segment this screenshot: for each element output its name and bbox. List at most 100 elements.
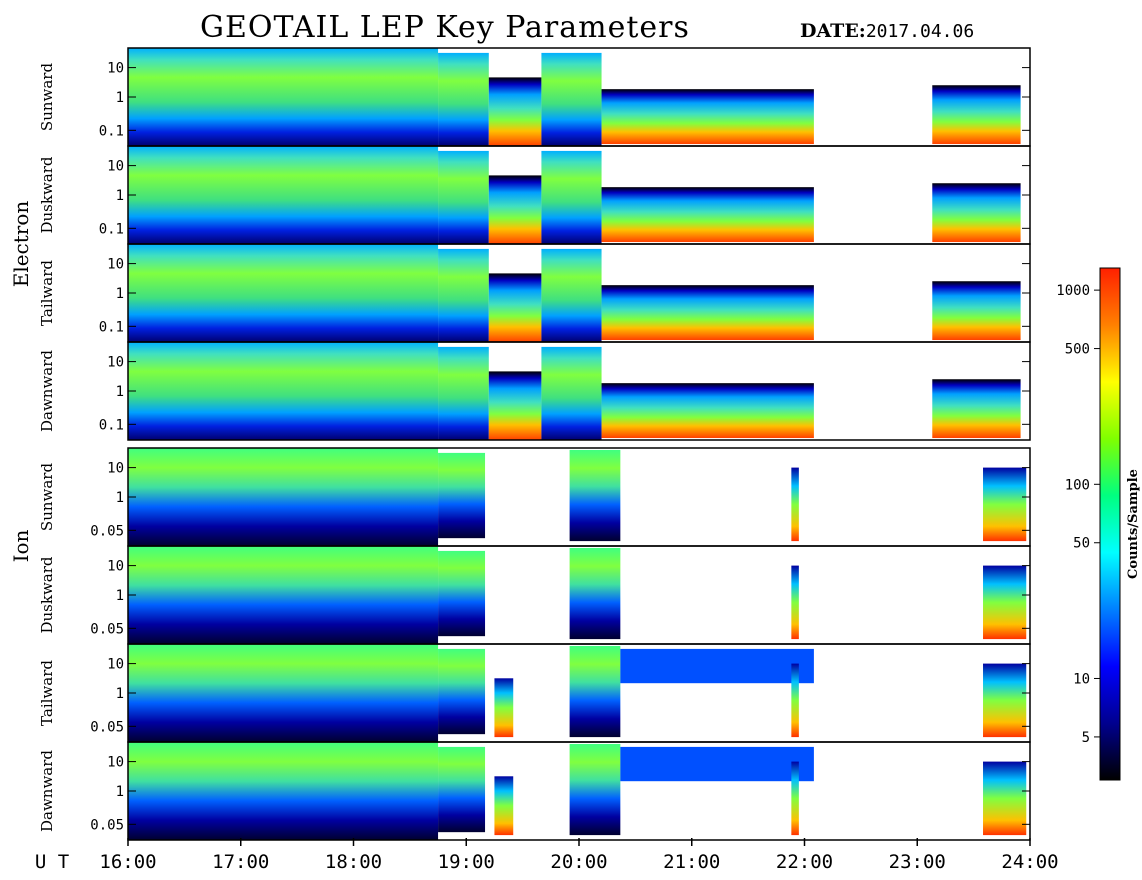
ion-spectrum <box>128 644 439 742</box>
x-tick-label: 23:00 <box>889 851 946 873</box>
ion-spectrum <box>438 550 486 637</box>
electron-spectrum <box>128 244 439 342</box>
y-tick-label: 0.05 <box>90 621 124 637</box>
ion-spectrum <box>569 645 621 738</box>
electron-spectrum <box>438 150 489 244</box>
x-tick-label: 22:00 <box>776 851 833 873</box>
electron-spectrum <box>932 183 1021 243</box>
electron-spectrum <box>128 48 439 146</box>
ion-spectrum <box>983 663 1027 738</box>
panel-direction-label: Dawnward <box>38 750 56 832</box>
colorbar <box>1099 267 1121 781</box>
y-tick-label: 0.1 <box>99 123 124 139</box>
y-tick-label: 0.05 <box>90 523 124 539</box>
electron-spectrum <box>438 248 489 342</box>
y-tick-label: 0.05 <box>90 719 124 735</box>
x-tick-label: 18:00 <box>325 851 382 873</box>
ion-spectrum <box>128 546 439 644</box>
ion-spectrum <box>438 648 486 735</box>
electron-spectrum <box>932 85 1021 145</box>
y-tick-label: 1 <box>116 384 124 400</box>
y-tick-label: 0.1 <box>99 221 124 237</box>
ion-spectrum <box>620 648 814 684</box>
ion-spectrum <box>620 746 814 782</box>
electron-spectrum <box>488 77 542 146</box>
colorbar-tick-label: 1000 <box>1056 283 1090 299</box>
chart-title: GEOTAIL LEP Key Parameters <box>200 10 690 45</box>
ion-spectrum <box>494 678 514 738</box>
date-value: 2017.04.06 <box>865 21 975 42</box>
y-tick-label: 1 <box>116 784 124 800</box>
electron-spectrum <box>541 52 602 146</box>
x-tick-label: 16:00 <box>99 851 156 873</box>
y-tick-label: 10 <box>107 657 124 673</box>
ion-spectrum <box>791 467 799 542</box>
panel-direction-label: Duskward <box>38 156 56 233</box>
colorbar-tick-label: 500 <box>1065 342 1090 358</box>
panel-direction-label: Sunward <box>38 63 56 132</box>
ion-spectrum <box>983 761 1027 836</box>
date-readout: DATE:2017.04.06 <box>800 20 974 42</box>
ion-spectrum <box>569 547 621 640</box>
electron-spectrum <box>541 248 602 342</box>
ion-spectrum <box>128 448 439 546</box>
y-tick-label: 10 <box>107 755 124 771</box>
group-label: Ion <box>9 529 33 562</box>
electron-spectrum <box>601 285 814 341</box>
y-tick-label: 0.05 <box>90 817 124 833</box>
y-tick-label: 0.1 <box>99 319 124 335</box>
group-label: Electron <box>9 201 33 288</box>
electron-spectrum <box>488 371 542 440</box>
y-tick-label: 10 <box>107 61 124 77</box>
electron-spectrum <box>541 150 602 244</box>
ion-spectrum <box>983 565 1027 640</box>
ion-spectrum <box>438 452 486 539</box>
ion-spectrum <box>569 449 621 542</box>
ion-spectrum <box>983 467 1027 542</box>
y-tick-label: 10 <box>107 559 124 575</box>
panel-direction-label: Sunward <box>38 463 56 532</box>
colorbar-tick-label: 10 <box>1073 671 1090 687</box>
ion-spectrum <box>791 565 799 640</box>
y-tick-label: 1 <box>116 588 124 604</box>
y-tick-label: 1 <box>116 188 124 204</box>
y-tick-label: 1 <box>116 286 124 302</box>
x-axis-label: U T <box>35 851 69 873</box>
x-tick-label: 21:00 <box>663 851 720 873</box>
x-tick-label: 20:00 <box>550 851 607 873</box>
ion-spectrum <box>128 742 439 840</box>
colorbar-tick-label: 5 <box>1082 730 1090 746</box>
electron-spectrum <box>128 342 439 440</box>
ion-spectrum <box>494 776 514 836</box>
panel-direction-label: Duskward <box>38 556 56 633</box>
colorbar-tick-label: 50 <box>1073 536 1090 552</box>
y-tick-label: 0.1 <box>99 417 124 433</box>
y-tick-label: 1 <box>116 686 124 702</box>
electron-spectrum <box>601 89 814 145</box>
ion-spectrum <box>569 743 621 836</box>
y-tick-label: 10 <box>107 355 124 371</box>
y-tick-label: 1 <box>116 90 124 106</box>
electron-spectrum <box>541 346 602 440</box>
colorbar-label: Counts/Sample <box>1126 469 1141 579</box>
panel-direction-label: Tailward <box>38 260 56 326</box>
date-label: DATE: <box>800 20 866 42</box>
electron-spectrum <box>932 379 1021 439</box>
x-tick-label: 19:00 <box>438 851 495 873</box>
electron-spectrum <box>601 187 814 243</box>
y-tick-label: 10 <box>107 159 124 175</box>
ion-spectrum <box>438 746 486 833</box>
electron-spectrum <box>438 346 489 440</box>
y-tick-label: 1 <box>116 490 124 506</box>
electron-spectrum <box>932 281 1021 341</box>
colorbar-tick-label: 100 <box>1065 477 1090 493</box>
electron-spectrum <box>438 52 489 146</box>
electron-spectrum <box>488 273 542 342</box>
x-tick-label: 17:00 <box>212 851 269 873</box>
x-tick-label: 24:00 <box>1001 851 1058 873</box>
electron-spectrum <box>128 146 439 244</box>
panel-direction-label: Tailward <box>38 660 56 726</box>
y-tick-label: 10 <box>107 257 124 273</box>
ion-spectrum <box>791 663 799 738</box>
